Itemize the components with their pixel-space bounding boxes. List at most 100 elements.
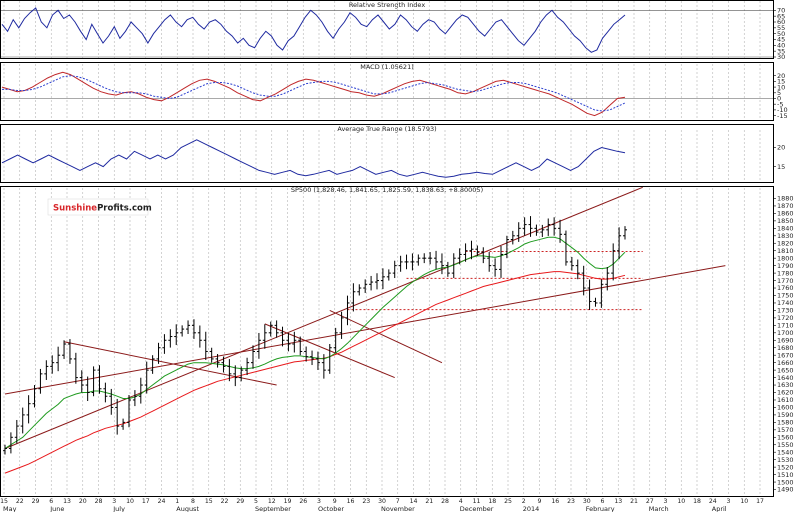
atr-panel-frame [0, 124, 774, 183]
y-tick-label: 70 [777, 7, 785, 15]
y-tick-label: 35 [777, 47, 785, 55]
y-tick-label: 1540 [777, 448, 794, 456]
y-tick-label: 1530 [777, 456, 794, 464]
y-tick-label: 1600 [777, 404, 794, 412]
x-tick-label: 24 [709, 498, 717, 505]
macd-title: MACD (1.05621) [360, 63, 414, 71]
x-tick-label: 23 [567, 498, 575, 505]
y-tick-label: -5 [777, 100, 783, 108]
price-bar [132, 390, 137, 407]
y-tick-label: 20 [777, 72, 785, 80]
y-tick-label: 1610 [777, 396, 794, 404]
price-bar [475, 245, 480, 256]
price-bar [552, 217, 557, 236]
trend-line [4, 265, 726, 395]
x-tick-label: 10 [740, 498, 748, 505]
price-bar [510, 230, 515, 245]
x-tick-label: 5 [254, 498, 258, 505]
price-bar [262, 324, 267, 349]
price-bar [451, 253, 456, 279]
price-bar [144, 361, 149, 394]
x-tick-label: 24 [158, 498, 166, 505]
price-bar [227, 359, 232, 382]
price-bar [351, 283, 356, 312]
price-bar [463, 243, 468, 262]
price-bar [575, 259, 580, 280]
x-tick-label: 29 [32, 498, 40, 505]
y-tick-label: 1880 [777, 195, 794, 203]
price-bar [569, 256, 574, 271]
price-bar [617, 227, 622, 260]
x-tick-label: 19 [284, 498, 292, 505]
logo-profits: Profits [97, 204, 129, 214]
price-bar [268, 321, 273, 337]
month-label: August [176, 505, 199, 512]
price-bar [493, 258, 498, 277]
x-tick-label: 9 [538, 498, 542, 505]
x-tick-label: 20 [79, 498, 87, 505]
x-tick-label: 28 [441, 498, 449, 505]
price-bar [215, 354, 220, 368]
y-tick-label: 1630 [777, 381, 794, 389]
atr-layer [1, 139, 626, 178]
price-title: SP500 (1,828.46, 1,841.65, 1,825.59, 1,8… [291, 186, 483, 194]
y-tick-label: 1580 [777, 419, 794, 427]
price-bar [274, 320, 279, 338]
price-bar [8, 432, 13, 454]
x-tick-label: 13 [63, 498, 71, 505]
trend-line [63, 341, 277, 386]
price-bar [315, 351, 320, 370]
y-tick-label: 1710 [777, 322, 794, 330]
price-bar [191, 319, 196, 339]
y-tick-label: 15 [777, 163, 785, 171]
price-bar [546, 218, 551, 236]
y-tick-label: 1640 [777, 374, 794, 382]
price-bar [50, 355, 55, 374]
x-tick-label: 3 [664, 498, 668, 505]
price-bar [186, 320, 191, 334]
price-bar [386, 269, 391, 281]
x-tick-label: 17 [142, 498, 150, 505]
x-tick-label: 22 [16, 498, 24, 505]
trend-line [329, 309, 443, 364]
x-tick-label: 6 [601, 498, 605, 505]
x-tick-label: 10 [126, 498, 134, 505]
price-bar [593, 297, 598, 307]
atr-line [1, 139, 626, 178]
price-bar [91, 366, 96, 397]
price-bar [115, 398, 120, 435]
macd-layer [1, 71, 773, 117]
svg-text:SunshineProfits.com: SunshineProfits.com [53, 204, 152, 214]
price-bar [522, 217, 527, 236]
x-tick-label: 9 [333, 498, 337, 505]
price-bar [439, 253, 444, 275]
price-bar [410, 253, 415, 271]
price-bar [97, 365, 102, 394]
y-tick-label: 1670 [777, 351, 794, 359]
price-bar [221, 356, 226, 373]
macd-panel-frame [0, 62, 774, 121]
y-tick-label: 1500 [777, 478, 794, 486]
rsi-line [1, 7, 626, 53]
price-bar [587, 279, 592, 310]
y-tick-label: 5 [777, 89, 781, 97]
price-bar [138, 377, 143, 404]
y-tick-label: 1770 [777, 277, 794, 285]
x-tick-label: 29 [236, 498, 244, 505]
month-label: May [3, 505, 17, 512]
y-tick-label: 1820 [777, 239, 794, 247]
price-layer [3, 186, 726, 474]
price-bar [375, 273, 379, 290]
macd-line [1, 71, 626, 117]
price-bar [558, 219, 563, 243]
price-bar [599, 279, 604, 308]
x-tick-label: 6 [49, 498, 53, 505]
price-bar [416, 254, 421, 266]
month-label: September [255, 505, 291, 512]
y-tick-label: 1830 [777, 232, 794, 240]
price-bar [168, 329, 173, 348]
price-panel-frame [0, 186, 774, 497]
price-bar [245, 357, 250, 376]
y-tick-label: 1810 [777, 247, 794, 255]
price-bar [357, 284, 362, 296]
